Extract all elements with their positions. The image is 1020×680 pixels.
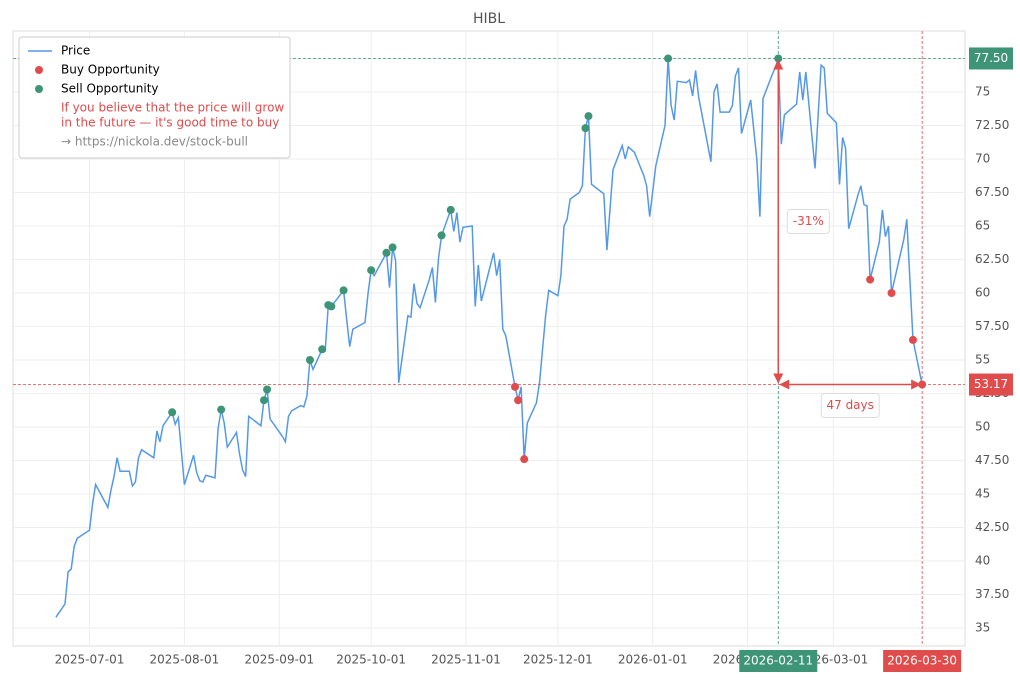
x-highlight-label: 2026-02-11 [743,654,813,668]
y-tick-label: 55 [975,353,990,367]
y-tick-label: 40 [975,554,990,568]
opportunity-point [367,266,376,275]
y-tick-label: 70 [975,151,990,165]
opportunity-point [339,286,348,295]
legend-note: in the future — it's good time to buy [61,116,279,130]
opportunity-point [514,396,523,405]
x-tick-label: 2025-09-01 [244,653,314,667]
opportunity-point [217,405,226,414]
x-tick-label: 2025-10-01 [336,653,406,667]
opportunity-point [520,455,529,464]
y-tick-label: 45 [975,487,990,501]
opportunity-point [168,408,177,417]
x-tick-label: 2025-12-01 [523,653,593,667]
legend-swatch [35,85,43,93]
y-highlight-box [969,47,1013,70]
opportunity-point [318,345,327,354]
opportunity-point [305,356,314,365]
y-tick-label: 47.50 [975,453,1009,467]
y-tick-label: 37.50 [975,587,1009,601]
y-tick-label: 67.50 [975,185,1009,199]
opportunity-point [388,243,397,252]
x-highlight-label: 2026-03-30 [887,654,957,668]
x-highlight-box [883,650,962,672]
y-tick-label: 60 [975,286,990,300]
opportunity-point [327,302,336,311]
y-tick-label: 35 [975,621,990,635]
change-label: -31% [793,214,824,228]
y-tick-label: 75 [975,84,990,98]
y-highlight-label: 53.17 [974,377,1008,391]
opportunity-point [664,54,673,63]
opportunity-point [382,248,391,257]
y-tick-label: 42.50 [975,520,1009,534]
change-box [786,209,830,235]
opportunity-point [260,396,269,405]
legend-label: Sell Opportunity [61,82,159,96]
legend-swatch [35,66,43,74]
opportunity-point [908,335,917,344]
y-tick-label: 72.50 [975,118,1009,132]
opportunity-point [866,275,875,284]
opportunity-point [887,289,896,298]
legend-note: If you believe that the price will grow [61,101,284,115]
y-tick-label: 62.50 [975,252,1009,266]
opportunity-point [446,205,455,214]
duration-box [820,393,880,419]
y-tick-label: 65 [975,218,990,232]
opportunity-point [263,385,272,394]
opportunity-point [581,124,590,133]
opportunity-point [511,382,520,391]
x-tick-label: 2025-11-01 [431,653,501,667]
x-tick-label: 2026-01-01 [618,653,688,667]
opportunity-point [584,112,593,121]
x-tick-label: 2025-08-01 [150,653,220,667]
y-highlight-label: 77.50 [974,51,1008,65]
y-highlight-box [969,373,1013,396]
legend-label: Price [61,44,90,58]
legend-label: Buy Opportunity [61,63,160,77]
duration-label: 47 days [826,398,873,412]
legend-link: → https://nickola.dev/stock-bull [61,135,248,149]
legend-box [18,36,291,159]
y-tick-label: 50 [975,420,990,434]
x-highlight-box [739,650,818,672]
chart-title: HIBL [473,11,505,27]
legend: Price Buy Opportunity Sell Opportunity If y… [18,36,291,159]
y-tick-label: 57.50 [975,319,1009,333]
x-tick-label: 2025-07-01 [55,653,125,667]
opportunity-point [437,231,446,240]
